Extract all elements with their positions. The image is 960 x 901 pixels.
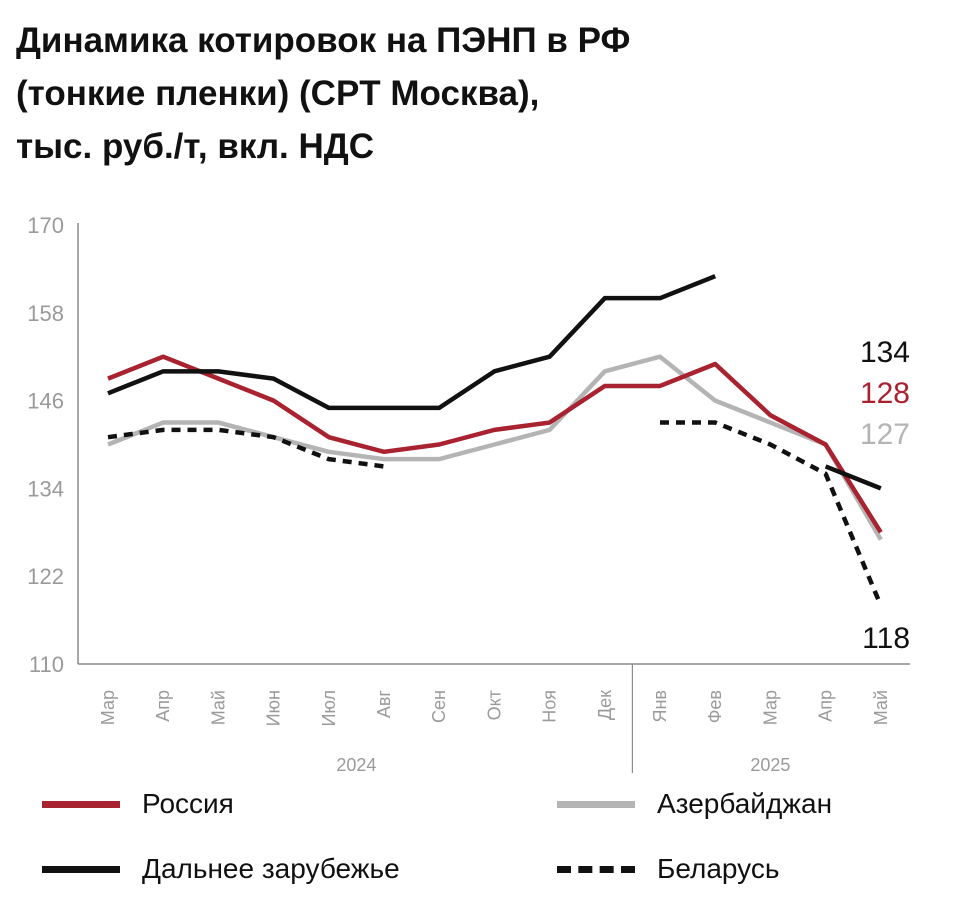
y-tick-label: 146 bbox=[27, 389, 64, 414]
legend-label-far-abroad: Дальнее зарубежье bbox=[142, 853, 400, 884]
year-label: 2025 bbox=[750, 755, 790, 775]
x-tick-label: Окт bbox=[484, 690, 504, 720]
legend-label-azerbaijan: Азербайджан bbox=[657, 788, 833, 819]
x-tick-label: Июн bbox=[264, 690, 284, 726]
year-label: 2024 bbox=[336, 755, 376, 775]
title-line-3: тыс. руб./т, вкл. НДС bbox=[16, 127, 374, 166]
end-label-belarus: 118 bbox=[862, 622, 910, 655]
x-tick-label: Мар bbox=[98, 690, 118, 725]
x-tick-label: Май bbox=[208, 690, 228, 725]
x-tick-label: Дек bbox=[595, 690, 615, 720]
line-chart: 110 122 134 146 158 170 Мар Апр Май Июн Июл Авг Сен О… bbox=[27, 213, 910, 775]
series-line-belarus bbox=[107, 427, 385, 469]
legend-item-azerbaijan: Азербайджан bbox=[557, 788, 832, 820]
y-tick-label: 122 bbox=[27, 564, 64, 589]
x-tick-label: Май bbox=[871, 690, 891, 725]
x-tick-label: Апр bbox=[153, 690, 173, 722]
x-tick-label: Июл bbox=[319, 690, 339, 727]
x-tick-label: Мар bbox=[760, 690, 780, 725]
legend-item-far-abroad: Дальнее зарубежье bbox=[42, 853, 400, 885]
x-tick-label: Сен bbox=[429, 690, 449, 723]
x-tick-label: Ноя bbox=[540, 690, 560, 723]
end-label-russia: 128 bbox=[860, 377, 910, 410]
y-tick-label: 134 bbox=[27, 476, 64, 501]
legend-label-russia: Россия bbox=[142, 788, 234, 819]
series-line-azerbaijan bbox=[107, 354, 883, 541]
legend-item-belarus: Беларусь bbox=[557, 853, 779, 885]
series-line-far-abroad bbox=[107, 274, 717, 411]
series-line-belarus bbox=[660, 420, 883, 607]
legend-swatch-russia bbox=[42, 800, 120, 808]
x-tick-label: Фев bbox=[705, 690, 725, 723]
series-line-far-abroad bbox=[824, 464, 882, 491]
legend-item-russia: Россия bbox=[42, 788, 234, 820]
x-tick-label: Авг bbox=[374, 690, 394, 719]
title-line-2: (тонкие пленки) (CPT Москва), bbox=[16, 74, 540, 113]
end-label-far-abroad: 134 bbox=[860, 336, 910, 369]
legend-label-belarus: Беларусь bbox=[657, 853, 780, 884]
y-tick-label: 158 bbox=[27, 301, 64, 326]
legend-swatch-azerbaijan bbox=[557, 800, 635, 808]
legend-swatch-far-abroad bbox=[42, 865, 120, 873]
end-label-azerbaijan: 127 bbox=[860, 418, 910, 451]
chart-title: Динамика котировок на ПЭНП в РФ (тонкие … bbox=[16, 14, 916, 173]
x-tick-label: Апр bbox=[816, 690, 836, 722]
y-tick-label: 110 bbox=[29, 652, 64, 677]
title-line-1: Динамика котировок на ПЭНП в РФ bbox=[16, 21, 631, 60]
legend-swatch-belarus bbox=[557, 865, 635, 873]
series-line-russia bbox=[107, 354, 883, 534]
y-tick-label: 170 bbox=[27, 213, 64, 238]
x-tick-label: Янв bbox=[650, 690, 670, 723]
